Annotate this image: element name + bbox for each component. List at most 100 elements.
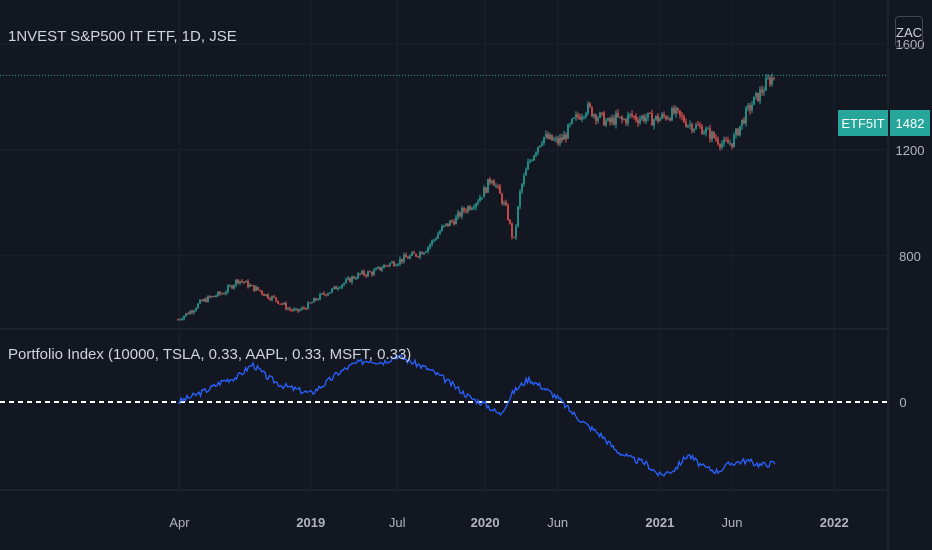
x-tick-label: 2020 [471, 515, 500, 530]
candle-body [667, 118, 669, 120]
candle-body [549, 134, 551, 139]
last-price-tag: 1482 [890, 110, 930, 136]
candle-body [567, 124, 569, 139]
candle-body [753, 96, 755, 105]
candle-body [507, 205, 509, 221]
candle-body [603, 112, 605, 126]
candle-body [227, 285, 229, 292]
candle-body [389, 263, 391, 266]
candle-body [569, 123, 571, 125]
candle-body [563, 134, 565, 140]
candle-body [285, 303, 287, 310]
candle-body [733, 135, 735, 147]
candle-body [319, 294, 321, 300]
candle-body [707, 128, 709, 130]
candle-body [561, 137, 563, 140]
tick-labels: 1600 1200 800 Apr 2019 Jul 2020 Jun 2021 Jun 2022 0 [169, 37, 924, 530]
candle-body [699, 125, 701, 127]
candle-body [615, 113, 617, 125]
candle-body [313, 298, 315, 303]
candle-body [211, 295, 213, 298]
candle-body [337, 288, 339, 290]
candle-body [599, 112, 601, 118]
candle-body [181, 319, 183, 321]
candle-body [391, 261, 393, 264]
chart-title: 1NVEST S&P500 IT ETF, 1D, JSE [8, 28, 237, 45]
candle-body [183, 315, 185, 320]
candle-body [607, 118, 609, 121]
candle-body [423, 252, 425, 255]
candle-body [455, 217, 457, 225]
candle-body [329, 292, 331, 294]
candle-body [623, 119, 625, 121]
candle-body [289, 308, 291, 310]
candle-body [533, 155, 535, 161]
candle-body [559, 137, 561, 144]
candle-body [539, 145, 541, 148]
x-tick-label: 2021 [645, 515, 674, 530]
candle-body [701, 126, 703, 135]
candle-body [583, 116, 585, 118]
candle-body [729, 143, 731, 145]
candle-body [517, 206, 519, 227]
candle-body [647, 112, 649, 118]
candle-body [601, 112, 603, 114]
candle-body [773, 77, 775, 79]
candle-body [297, 308, 299, 311]
candle-body [445, 223, 447, 226]
candle-body [447, 223, 449, 226]
candle-body [641, 115, 643, 120]
candle-body [605, 120, 607, 126]
candle-body [399, 258, 401, 264]
candle-body [621, 116, 623, 120]
candle-body [585, 113, 587, 117]
candle-body [477, 201, 479, 204]
candle-body [191, 311, 193, 313]
candle-body [537, 147, 539, 153]
candle-body [303, 307, 305, 309]
candle-body [541, 143, 543, 146]
candle-body [331, 288, 333, 293]
candle-body [271, 296, 273, 300]
candle-body [301, 307, 303, 310]
candle-body [421, 252, 423, 255]
candle-body [379, 266, 381, 271]
candle-body [269, 298, 271, 300]
candle-body [709, 128, 711, 140]
candle-body [505, 202, 507, 206]
candle-body [255, 286, 257, 291]
candle-body [293, 309, 295, 311]
candle-body [193, 310, 195, 313]
candle-body [725, 139, 727, 141]
candle-body [575, 114, 577, 118]
currency-button[interactable]: ZAC [895, 16, 923, 48]
candle-body [463, 208, 465, 211]
candle-body [197, 303, 199, 309]
candles [177, 73, 775, 321]
candle-body [521, 184, 523, 192]
candle-body [697, 124, 699, 126]
candle-body [513, 236, 515, 238]
candle-body [675, 107, 677, 114]
candle-body [571, 118, 573, 124]
candle-body [441, 226, 443, 232]
candle-body [291, 309, 293, 311]
candle-body [759, 89, 761, 102]
candle-body [369, 271, 371, 273]
candle-body [249, 285, 251, 287]
candle-body [597, 117, 599, 121]
candle-body [403, 254, 405, 262]
candle-body [385, 265, 387, 267]
candle-body [479, 197, 481, 202]
candle-body [535, 152, 537, 156]
candle-body [187, 313, 189, 315]
candle-body [529, 160, 531, 163]
candle-body [547, 134, 549, 139]
candle-body [525, 169, 527, 176]
candle-body [307, 302, 309, 310]
candle-body [617, 113, 619, 117]
candle-body [473, 207, 475, 209]
candle-body [551, 134, 553, 141]
candle-body [629, 113, 631, 115]
